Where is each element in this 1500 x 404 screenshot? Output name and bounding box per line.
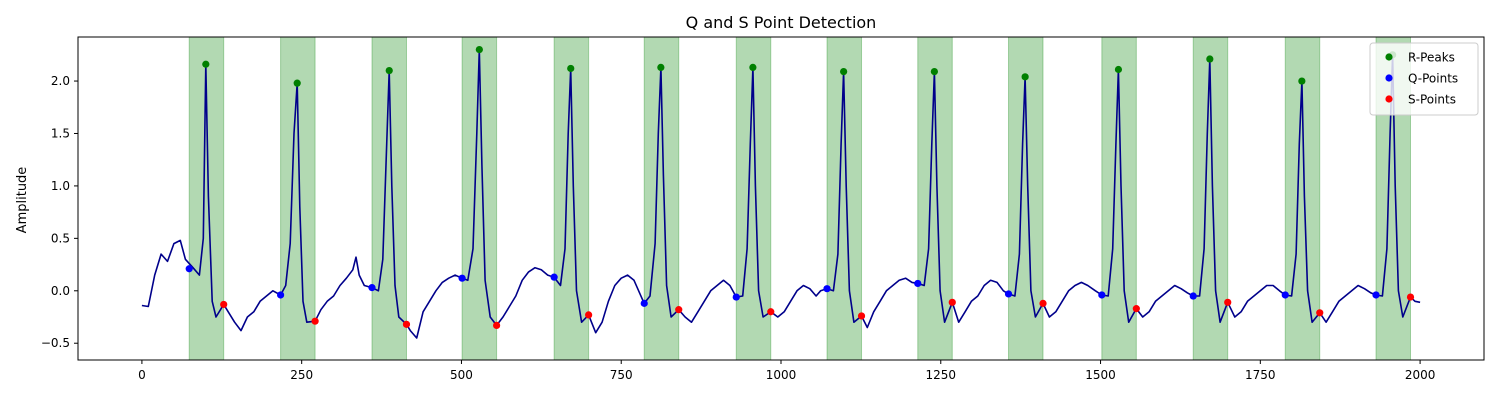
legend-marker-0 [1385,53,1393,61]
y-tick-label-0: −0.5 [41,336,70,350]
s-point-9 [1039,299,1047,307]
y-tick-label-3: 1.0 [51,179,70,193]
chart-title: Q and S Point Detection [686,13,877,32]
r-peak-12 [1298,77,1306,85]
x-tick-label-4: 1000 [766,368,797,382]
r-peak-1 [293,79,301,87]
q-point-0 [185,265,193,273]
r-peak-8 [930,68,938,76]
legend-marker-2 [1385,95,1393,103]
q-point-10 [1098,291,1106,299]
legend-label-1: Q-Points [1408,72,1458,86]
r-peak-9 [1021,73,1029,81]
qrs-regions-layer [188,36,1412,361]
y-axis-label: Amplitude [15,167,30,234]
ecg-signal-line [141,48,1421,339]
q-point-8 [914,279,922,288]
s-point-0 [220,300,228,309]
r-peak-2 [385,66,393,75]
x-tick-label-7: 1750 [1245,368,1276,382]
q-point-12 [1281,291,1289,299]
legend-label-2: S-Points [1408,93,1456,107]
y-tick-label-4: 1.5 [51,126,70,140]
y-tick-label-2: 0.5 [51,231,70,245]
x-tick-label-8: 2000 [1405,368,1436,382]
x-tick-label-1: 250 [290,368,313,382]
legend: R-Peaks Q-Points S-Points [1369,42,1479,116]
s-point-10 [1132,305,1140,313]
q-point-4 [550,273,558,281]
r-peak-6 [749,63,757,72]
r-peak-5 [657,63,665,72]
legend-label-0: R-Peaks [1408,51,1455,65]
s-point-11 [1224,298,1232,306]
s-point-3 [493,321,501,329]
q-point-2 [368,284,376,292]
qrs-region-3 [461,36,498,361]
legend-marker-1 [1385,74,1393,82]
q-point-7 [823,285,831,293]
s-point-5 [675,306,683,314]
s-point-7 [857,312,866,320]
s-point-4 [585,311,593,319]
x-tick-label-5: 1250 [925,368,956,382]
r-peak-7 [840,68,848,76]
r-peak-4 [567,64,575,73]
q-point-1 [276,291,285,299]
q-point-11 [1189,292,1197,300]
r-peak-11 [1206,55,1214,63]
r-peak-0 [202,60,210,68]
q-point-3 [458,274,466,282]
x-tick-label-0: 0 [138,368,146,382]
x-tick-label-3: 750 [610,368,633,382]
signal-layer [141,48,1421,339]
s-point-1 [311,317,319,325]
q-point-5 [640,299,648,307]
points-layer [185,45,1415,329]
s-point-13 [1406,293,1415,301]
y-tick-label-1: 0.0 [51,284,70,298]
r-peak-3 [475,45,483,54]
s-point-12 [1316,309,1324,317]
q-point-9 [1004,290,1013,298]
s-point-6 [767,308,775,316]
q-point-6 [732,293,740,301]
r-peak-10 [1114,65,1123,74]
x-tick-label-6: 1500 [1085,368,1116,382]
x-tick-label-2: 500 [450,368,473,382]
legend-box [1369,42,1479,116]
s-point-8 [948,298,956,306]
axes-layer: 0 250 500 750 1000 1250 1500 1750 2000 −0.5 0.0 0.5… [41,36,1485,382]
y-tick-label-5: 2.0 [51,74,70,88]
q-point-13 [1372,291,1380,299]
s-point-2 [402,320,411,328]
